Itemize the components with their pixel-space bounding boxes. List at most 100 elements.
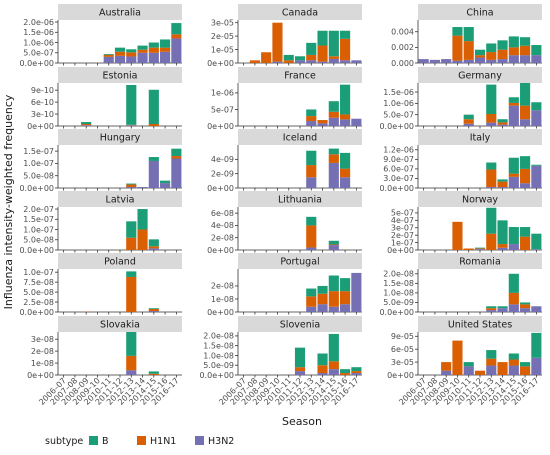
bar-segment-b: [340, 278, 351, 292]
bar-segment-b: [148, 371, 159, 374]
bar-segment-h3n2: [126, 370, 137, 375]
bar-segment-b: [497, 40, 508, 50]
bar-segment-h1n1: [148, 47, 159, 53]
legend-swatch-h3n2: [195, 436, 204, 445]
bar-segment-h3n2: [340, 177, 351, 188]
bar-segment-b: [497, 179, 508, 182]
bar-segment-b: [171, 23, 182, 35]
strip-bg: [238, 316, 362, 332]
y-tick-label: 1.0e-06: [383, 99, 414, 108]
y-tick-label: 0.0e+00: [19, 246, 54, 255]
bar-segment-h1n1: [160, 47, 171, 52]
y-tick-label: 5.0e-07: [383, 110, 414, 119]
bar-segment-b: [317, 353, 328, 366]
bar-segment-h1n1: [126, 237, 137, 250]
bar-segment-h3n2: [340, 304, 351, 312]
y-tick-label: 0.0e+00: [379, 122, 414, 131]
bar-segment-h1n1: [520, 236, 531, 250]
bar-segment-b: [486, 207, 497, 234]
bar-segment-b: [531, 45, 542, 56]
bar-segment-b: [520, 83, 531, 106]
bar-segment-b: [306, 288, 317, 297]
bar-segment-b: [81, 122, 92, 125]
bar-segment-h1n1: [328, 291, 339, 307]
strip-bg: [238, 67, 362, 83]
y-tick-label: 2e-07: [391, 231, 414, 240]
bar-segment-b: [497, 119, 508, 123]
y-axis-title: Influenza intensity-weighted frequency: [2, 94, 15, 309]
bar-segment-b: [508, 353, 519, 360]
bar-segment-h1n1: [340, 38, 351, 61]
strip-bg: [58, 129, 182, 145]
bar-segment-h1n1: [486, 169, 497, 188]
bar-segment-h1n1: [497, 181, 508, 188]
bar-segment-h3n2: [497, 247, 508, 250]
y-tick-label: 9e-10: [31, 86, 54, 95]
bar-segment-h1n1: [148, 373, 159, 375]
y-tick-label: 0e+00: [207, 246, 234, 255]
bar-segment-b: [531, 332, 542, 358]
bar-segment-b: [126, 271, 137, 277]
bar-segment-h1n1: [103, 54, 114, 57]
bar-segment-h3n2: [474, 249, 486, 250]
bar-segment-h1n1: [497, 49, 508, 60]
bar-segment-b: [148, 42, 159, 48]
bar-segment-h1n1: [328, 56, 339, 59]
bar-segment-h3n2: [520, 308, 531, 312]
bar-segment-b: [294, 56, 306, 61]
bar-segment-h3n2: [137, 187, 148, 188]
strip-bg: [418, 129, 542, 145]
bar-segment-b: [508, 36, 519, 48]
y-tick-label: 0.0e+00: [379, 184, 414, 193]
y-tick-label: 1.0e-06: [23, 38, 54, 47]
bar-segment-h1n1: [81, 124, 92, 126]
strip-label: Slovakia: [100, 320, 140, 331]
bar-segment-b: [306, 150, 317, 166]
y-tick-label: 1.5e-08: [383, 279, 414, 288]
bar-segment-b: [508, 273, 519, 293]
legend-label-h1n1: H1N1: [150, 436, 176, 447]
bar-segment-b: [474, 49, 486, 56]
bar-segment-h1n1: [114, 51, 126, 56]
bar-segment-b: [148, 89, 159, 125]
legend-swatch-h1n1: [137, 436, 146, 445]
bar-segment-h1n1: [452, 35, 463, 61]
strip-label: Slovenia: [280, 320, 320, 331]
y-tick-label: 5.0e-09: [383, 298, 414, 307]
strip-label: Germany: [458, 71, 502, 82]
bar-segment-b: [474, 247, 486, 249]
y-tick-label: 5.0e-08: [23, 288, 54, 297]
bar-segment-h1n1: [294, 367, 306, 372]
bar-segment-b: [486, 84, 497, 115]
bar-segment-b: [126, 332, 137, 356]
y-tick-label: 1.5e-06: [383, 88, 414, 97]
bar-segment-h3n2: [531, 55, 542, 63]
bar-segment-b: [520, 156, 531, 169]
bar-segment-h1n1: [520, 168, 531, 184]
y-tick-label: 0e+00: [27, 371, 54, 380]
y-tick-label: 7.5e-08: [23, 278, 54, 287]
bar-segment-h3n2: [508, 365, 519, 375]
strip-bg: [238, 4, 362, 20]
bar-segment-h3n2: [148, 52, 159, 63]
bar-segment-b: [328, 240, 339, 245]
y-tick-label: 6.0e-07: [383, 165, 414, 174]
bar-segment-h3n2: [531, 249, 542, 250]
y-tick-label: 2e-05: [211, 32, 234, 41]
panel-iceland: Iceland 0e+00 2e-09 4e-09: [207, 129, 362, 193]
legend-swatch-b: [89, 436, 98, 445]
bar-segment-b: [452, 27, 463, 36]
y-tick-label: 5.0e-09: [203, 361, 234, 370]
bar-segment-h3n2: [531, 165, 542, 188]
bar-segment-b: [294, 347, 306, 368]
bar-segment-h1n1: [474, 248, 486, 250]
y-tick-label: 6e-10: [31, 98, 54, 107]
panel-france: France 0e+00 5e-07 1e-06: [207, 67, 362, 131]
bar-segment-h1n1: [520, 45, 531, 56]
bar-segment-h1n1: [317, 120, 328, 124]
bar-segment-h1n1: [497, 244, 508, 248]
y-tick-label: 2e-08: [211, 282, 234, 291]
y-tick-label: 2.0e-06: [23, 18, 54, 27]
bar-segment-h1n1: [317, 45, 328, 62]
strip-label: Romania: [459, 257, 501, 268]
